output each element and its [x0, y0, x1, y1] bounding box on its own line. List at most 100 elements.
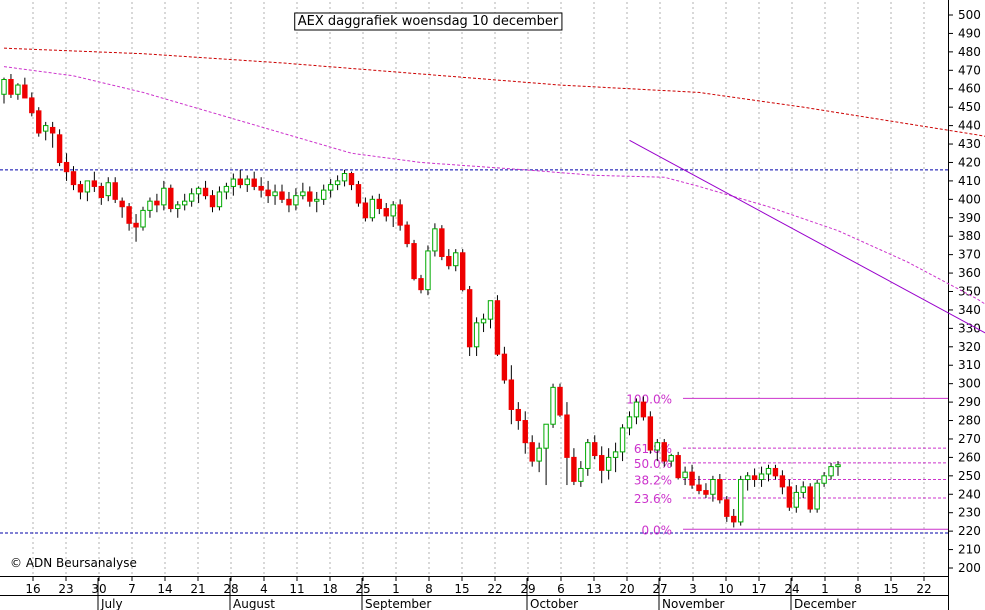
candle [147, 197, 153, 218]
x-tick-label: 29 [520, 582, 535, 596]
y-tick-label: 270 [958, 432, 981, 446]
candle [230, 173, 237, 196]
candle [223, 182, 230, 200]
candle [119, 197, 125, 218]
candle [49, 121, 56, 148]
candle-body-down [397, 204, 403, 226]
candle [661, 438, 667, 467]
fib-level-label: 38.2% [634, 474, 672, 488]
candle-body-up [765, 467, 772, 475]
month-label: July [100, 597, 123, 610]
candle-body-up [216, 191, 223, 208]
candle [265, 180, 271, 204]
candle-body-up [668, 455, 674, 462]
candle [765, 464, 772, 482]
y-tick-label: 230 [958, 506, 981, 520]
x-tick-label: 3 [689, 582, 697, 596]
y-tick-label: 340 [958, 303, 981, 317]
candle [258, 177, 264, 198]
candle [557, 383, 563, 417]
candle-body-down [807, 486, 813, 510]
candle-body-up [480, 318, 487, 324]
trendline [629, 139, 985, 334]
x-tick-label: 27 [652, 582, 667, 596]
candle-body-up [453, 252, 459, 267]
candle [244, 175, 250, 192]
candle-body-down [571, 456, 577, 482]
candle-body-down [119, 200, 125, 208]
fib-level-label: 100.0% [626, 392, 672, 406]
candle [835, 461, 841, 476]
candle [453, 249, 459, 272]
candle-body-up [814, 482, 820, 510]
candle [571, 448, 577, 486]
y-tick-label: 400 [958, 192, 981, 206]
candle-body-down [689, 471, 695, 486]
candle [175, 201, 181, 218]
candle [279, 184, 285, 204]
candle-body-up [605, 456, 612, 471]
candle-body-down [355, 184, 362, 204]
candle-body-down [383, 208, 389, 217]
candle [668, 453, 674, 467]
candle [98, 182, 104, 205]
y-tick-label: 470 [958, 63, 981, 77]
candle-body-down [98, 185, 104, 198]
candle [612, 442, 619, 473]
x-tick-label: 22 [916, 582, 931, 596]
month-label: September [365, 597, 431, 610]
candle-body-down [751, 475, 758, 481]
candle [751, 468, 758, 487]
candle [22, 77, 28, 99]
candle-body-up [654, 442, 660, 451]
candle-body-down [348, 173, 355, 186]
candle-body-up [828, 466, 834, 477]
candle [487, 300, 494, 329]
candle [105, 177, 111, 202]
candle [779, 470, 786, 495]
candle [404, 221, 410, 248]
candle-body-down [772, 467, 779, 477]
candle-body-up [43, 125, 49, 132]
candle-body-down [56, 134, 63, 163]
candle [682, 466, 688, 486]
candle-body-up [800, 486, 806, 493]
candle-body-up [341, 173, 348, 182]
candle-body-down [126, 206, 132, 224]
x-tick-label: 23 [58, 582, 73, 596]
candle-body-down [786, 486, 793, 508]
candle [293, 188, 299, 211]
candle [585, 438, 591, 476]
y-tick-label: 290 [958, 395, 981, 409]
y-tick-label: 380 [958, 229, 981, 243]
candle-body-down [661, 442, 667, 462]
candle [522, 411, 528, 454]
candle [744, 472, 751, 491]
candle [536, 442, 542, 473]
candle [446, 249, 452, 270]
fib-level-label: 23.6% [634, 492, 672, 506]
y-tick-label: 480 [958, 45, 981, 59]
candle [126, 203, 132, 231]
candle-body-down [460, 252, 466, 291]
y-tick-label: 450 [958, 100, 981, 114]
x-tick-label: 18 [322, 582, 337, 596]
candle-body-up [369, 198, 376, 219]
x-tick-label: 15 [454, 582, 469, 596]
y-tick-label: 490 [958, 26, 981, 40]
candle [626, 411, 633, 436]
candle [772, 464, 779, 480]
y-tick-label: 410 [958, 174, 981, 188]
candle [29, 92, 35, 117]
candle [640, 396, 647, 421]
x-tick-label: 4 [260, 582, 268, 596]
candle [1, 77, 7, 104]
candle-body-up [314, 198, 320, 202]
candle [473, 317, 480, 357]
candle-body-up [738, 479, 744, 523]
candle-body-up [744, 475, 751, 481]
candle [494, 295, 501, 357]
candle [251, 171, 257, 191]
candle [793, 485, 799, 513]
candle-body-up [161, 187, 167, 206]
